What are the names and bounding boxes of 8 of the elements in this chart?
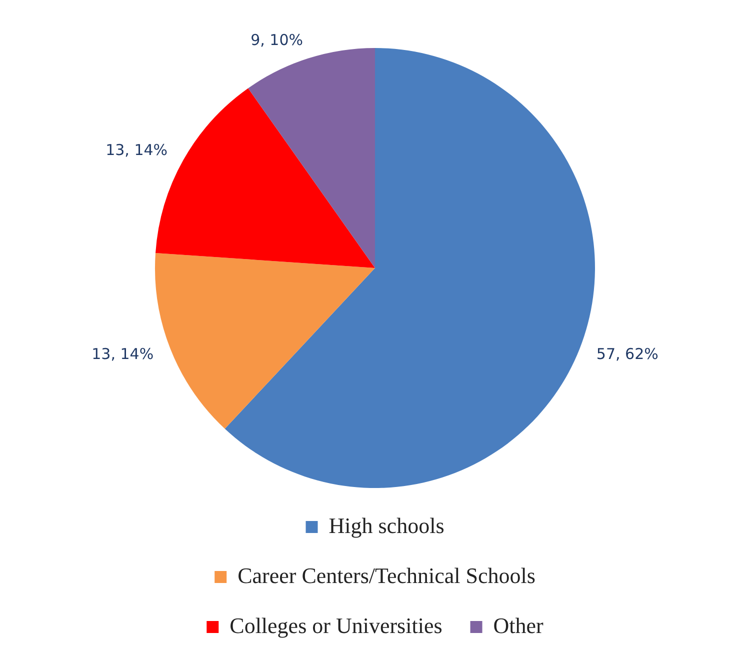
data-label: 13, 14% [106,141,168,160]
legend-label: Career Centers/Technical Schools [238,562,536,588]
legend-label: Colleges or Universities [230,612,442,638]
data-label: 57, 62% [596,345,658,364]
legend-label: Other [493,612,544,638]
data-label: 13, 14% [92,345,154,364]
legend-label: High schools [328,512,444,538]
data-label: 9, 10% [250,31,303,50]
